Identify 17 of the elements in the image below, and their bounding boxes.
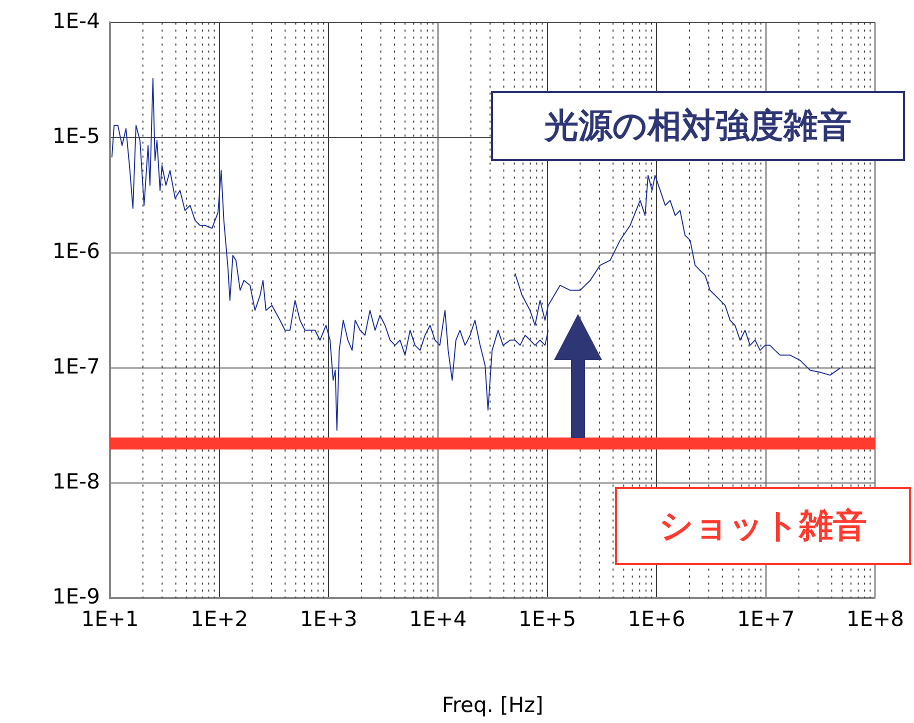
- y-tick-label: 1E-6: [52, 239, 100, 264]
- y-tick-label: 1E-4: [52, 9, 100, 34]
- x-tick-label: 1E+8: [846, 607, 904, 632]
- annotation: 光源の相対強度雑音: [542, 106, 852, 146]
- annotation: ショット雑音: [659, 506, 867, 546]
- x-tick-label: 1E+7: [737, 607, 795, 632]
- x-tick-label: 1E+5: [518, 607, 576, 632]
- x-tick-label: 1E+3: [300, 607, 358, 632]
- x-axis-title: Freq. [Hz]: [442, 692, 544, 717]
- y-tick-label: 1E-5: [52, 124, 100, 148]
- x-tick-label: 1E+1: [81, 607, 139, 632]
- y-tick-label: 1E-8: [52, 469, 100, 494]
- y-tick-label: 1E-9: [52, 584, 100, 608]
- x-tick-label: 1E+2: [190, 607, 248, 632]
- x-tick-label: 1E+4: [409, 607, 467, 632]
- y-tick-label: 1E-7: [52, 354, 100, 378]
- x-tick-label: 1E+6: [628, 607, 686, 632]
